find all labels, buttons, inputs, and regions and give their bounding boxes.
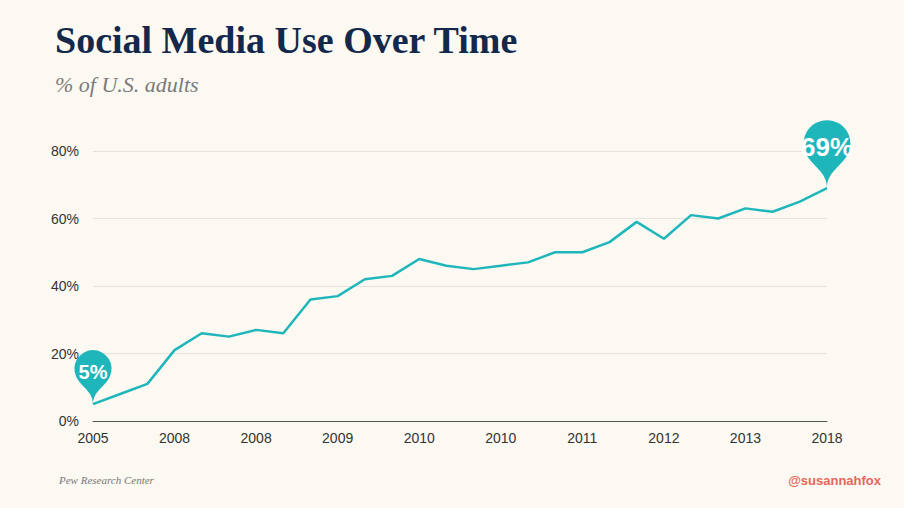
svg-text:2008: 2008 bbox=[241, 430, 272, 446]
svg-text:20%: 20% bbox=[51, 346, 79, 362]
svg-text:80%: 80% bbox=[51, 143, 79, 159]
svg-text:2018: 2018 bbox=[811, 430, 842, 446]
svg-text:5%: 5% bbox=[79, 361, 108, 383]
svg-text:Social Media Use Over Time: Social Media Use Over Time bbox=[55, 19, 517, 61]
svg-text:2013: 2013 bbox=[730, 430, 761, 446]
svg-text:60%: 60% bbox=[51, 211, 79, 227]
svg-text:2005: 2005 bbox=[77, 430, 108, 446]
svg-text:@susannahfox: @susannahfox bbox=[788, 473, 882, 488]
svg-text:2012: 2012 bbox=[648, 430, 679, 446]
svg-text:0%: 0% bbox=[59, 413, 79, 429]
svg-text:Pew Research Center: Pew Research Center bbox=[58, 474, 155, 486]
svg-text:69%: 69% bbox=[801, 132, 853, 162]
svg-text:2011: 2011 bbox=[567, 430, 597, 446]
svg-text:2010: 2010 bbox=[485, 430, 516, 446]
svg-text:2010: 2010 bbox=[404, 430, 435, 446]
svg-text:% of U.S. adults: % of U.S. adults bbox=[55, 72, 199, 97]
svg-text:2009: 2009 bbox=[322, 430, 353, 446]
svg-text:40%: 40% bbox=[51, 278, 79, 294]
svg-text:2008: 2008 bbox=[159, 430, 190, 446]
